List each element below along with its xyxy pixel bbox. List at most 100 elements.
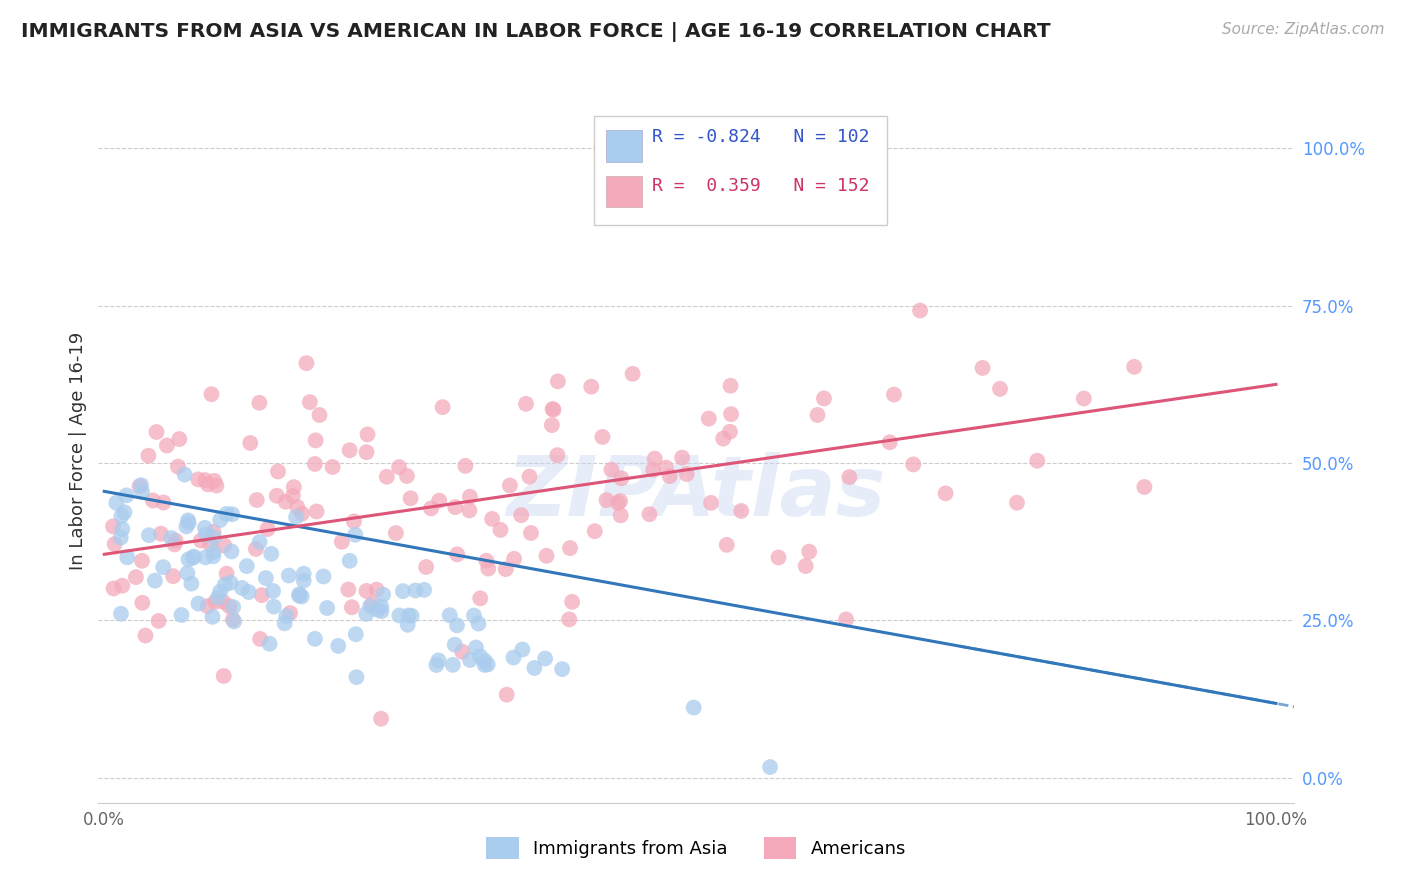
Point <box>1123 359 1146 374</box>
Point <box>489 523 512 537</box>
Point <box>215 507 238 521</box>
Point <box>156 438 179 452</box>
Point <box>110 508 132 523</box>
Point <box>388 460 411 475</box>
Point <box>162 569 184 583</box>
Point <box>446 618 468 632</box>
Point <box>1005 496 1028 510</box>
Point <box>238 585 260 599</box>
Point <box>730 504 752 518</box>
Point <box>470 649 492 664</box>
Point <box>256 522 278 536</box>
Point <box>451 645 474 659</box>
Point <box>425 658 447 673</box>
Point <box>291 507 314 521</box>
Point <box>247 396 270 410</box>
Point <box>392 584 415 599</box>
Point <box>250 588 273 602</box>
Point <box>720 407 742 421</box>
Legend: Immigrants from Asia, Americans: Immigrants from Asia, Americans <box>481 831 911 864</box>
Point <box>474 654 496 668</box>
Point <box>420 501 443 516</box>
Text: Source: ZipAtlas.com: Source: ZipAtlas.com <box>1222 22 1385 37</box>
Point <box>908 303 931 318</box>
Point <box>212 595 235 609</box>
Point <box>510 508 533 523</box>
Point <box>720 378 742 392</box>
Point <box>194 527 217 541</box>
Point <box>131 596 153 610</box>
Point <box>700 496 723 510</box>
Point <box>655 460 678 475</box>
Point <box>371 588 394 602</box>
Point <box>541 402 564 417</box>
Bar <box>595 116 887 225</box>
Point <box>200 537 222 551</box>
Point <box>330 534 353 549</box>
Point <box>254 571 277 585</box>
Point <box>441 657 464 672</box>
Point <box>222 613 245 627</box>
Point <box>194 550 217 565</box>
Point <box>344 627 367 641</box>
Point <box>277 568 299 582</box>
Point <box>356 445 378 459</box>
Point <box>292 574 315 588</box>
Point <box>463 608 485 623</box>
Text: IMMIGRANTS FROM ASIA VS AMERICAN IN LABOR FORCE | AGE 16-19 CORRELATION CHART: IMMIGRANTS FROM ASIA VS AMERICAN IN LABO… <box>21 22 1050 42</box>
Point <box>903 458 925 472</box>
Point <box>806 408 828 422</box>
Point <box>671 450 693 465</box>
Text: ZIPAtlas: ZIPAtlas <box>506 452 886 533</box>
Point <box>427 653 450 667</box>
Point <box>444 500 467 514</box>
Point <box>536 549 558 563</box>
Point <box>502 650 524 665</box>
Point <box>520 526 543 541</box>
Point <box>249 632 271 646</box>
Point <box>131 485 153 500</box>
Point <box>222 600 245 615</box>
Point <box>546 448 568 462</box>
Point <box>759 760 782 774</box>
Point <box>375 469 398 483</box>
Point <box>658 469 681 483</box>
Point <box>458 490 481 504</box>
Point <box>561 595 583 609</box>
Point <box>1073 392 1095 406</box>
Point <box>366 602 388 616</box>
Y-axis label: In Labor Force | Age 16-19: In Labor Force | Age 16-19 <box>69 331 87 570</box>
Point <box>152 495 174 509</box>
Point <box>263 599 285 614</box>
Point <box>643 463 665 477</box>
Point <box>534 651 557 665</box>
Point <box>344 528 367 542</box>
Point <box>201 610 224 624</box>
Point <box>385 526 408 541</box>
Point <box>519 469 541 483</box>
Point <box>543 402 565 417</box>
Point <box>214 539 236 553</box>
Point <box>718 425 741 439</box>
Point <box>134 629 156 643</box>
Point <box>194 521 217 535</box>
Point <box>276 609 298 624</box>
Point <box>474 657 496 672</box>
Point <box>115 488 138 502</box>
Point <box>515 397 537 411</box>
Point <box>304 434 326 448</box>
Point <box>794 559 817 574</box>
Point <box>173 467 195 482</box>
Point <box>361 597 384 611</box>
Point <box>644 451 666 466</box>
Point <box>503 552 526 566</box>
Point <box>176 519 198 533</box>
Point <box>104 537 127 551</box>
Point <box>267 465 290 479</box>
Point <box>110 531 132 545</box>
Point <box>111 522 134 536</box>
Point <box>202 549 225 564</box>
Point <box>304 632 326 646</box>
Point <box>581 379 603 393</box>
Point <box>259 637 281 651</box>
